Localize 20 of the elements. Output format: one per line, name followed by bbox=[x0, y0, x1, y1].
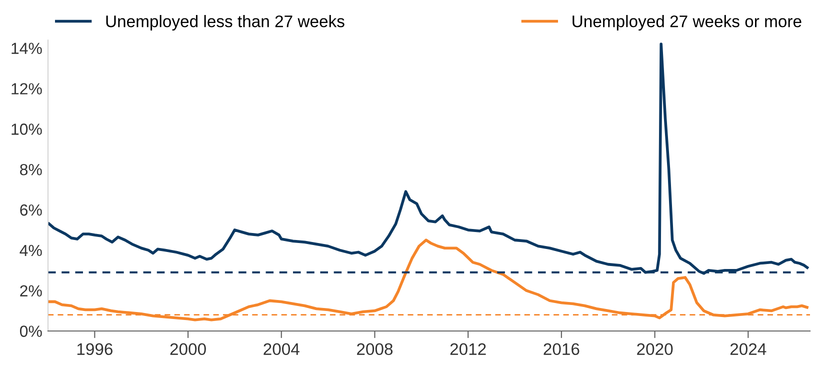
legend-label: Unemployed 27 weeks or more bbox=[572, 15, 802, 31]
y-tick-label: 14% bbox=[12, 42, 42, 54]
line-series bbox=[48, 238, 810, 322]
x-tick-label: 2020 bbox=[637, 343, 673, 356]
x-tick-label: 1996 bbox=[77, 343, 112, 356]
line-series bbox=[48, 42, 810, 275]
y-tick-label: 4% bbox=[20, 244, 42, 256]
y-tick-label: 12% bbox=[12, 83, 42, 94]
x-tick-label: 2000 bbox=[170, 343, 206, 356]
x-tick-label: 2008 bbox=[357, 343, 393, 356]
x-tick-label: 2016 bbox=[544, 343, 580, 356]
y-tick-label: 2% bbox=[20, 285, 42, 296]
y-tick-label: 6% bbox=[20, 204, 42, 216]
y-tick-label: 8% bbox=[20, 164, 42, 176]
x-tick-label: 2004 bbox=[264, 343, 300, 356]
y-tick-label: 0% bbox=[20, 326, 42, 337]
legend-label: Unemployed less than 27 weeks bbox=[106, 15, 344, 31]
y-tick-label: 10% bbox=[12, 124, 42, 135]
x-tick-label: 2024 bbox=[730, 343, 766, 356]
x-tick-label: 2012 bbox=[450, 343, 486, 356]
